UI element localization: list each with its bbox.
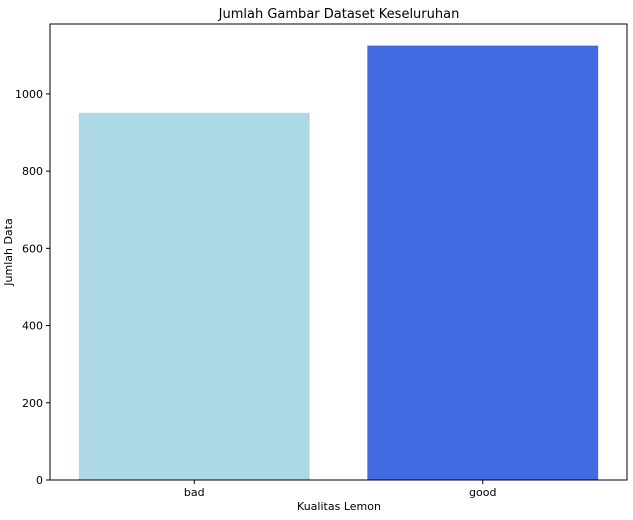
y-tick-label: 400 bbox=[22, 320, 43, 333]
y-tick-label: 600 bbox=[22, 242, 43, 255]
bar-bad bbox=[78, 112, 310, 481]
y-tick-label: 0 bbox=[36, 474, 43, 487]
x-axis-ticks: bad good bbox=[184, 480, 496, 499]
bar-good bbox=[367, 45, 599, 481]
y-tick-label: 1000 bbox=[15, 88, 43, 101]
x-tick-label-good: good bbox=[469, 486, 496, 499]
y-tick-label: 200 bbox=[22, 397, 43, 410]
y-axis-ticks: 0 200 400 600 800 1000 bbox=[15, 88, 50, 487]
bars-group bbox=[78, 45, 599, 481]
y-axis-label: Jumlah Data bbox=[2, 218, 15, 286]
x-tick-label-bad: bad bbox=[184, 486, 205, 499]
y-tick-label: 800 bbox=[22, 165, 43, 178]
plot-area-frame bbox=[49, 23, 628, 481]
chart-title: Jumlah Gambar Dataset Keseluruhan bbox=[218, 7, 460, 22]
x-axis-label: Kualitas Lemon bbox=[297, 500, 381, 513]
